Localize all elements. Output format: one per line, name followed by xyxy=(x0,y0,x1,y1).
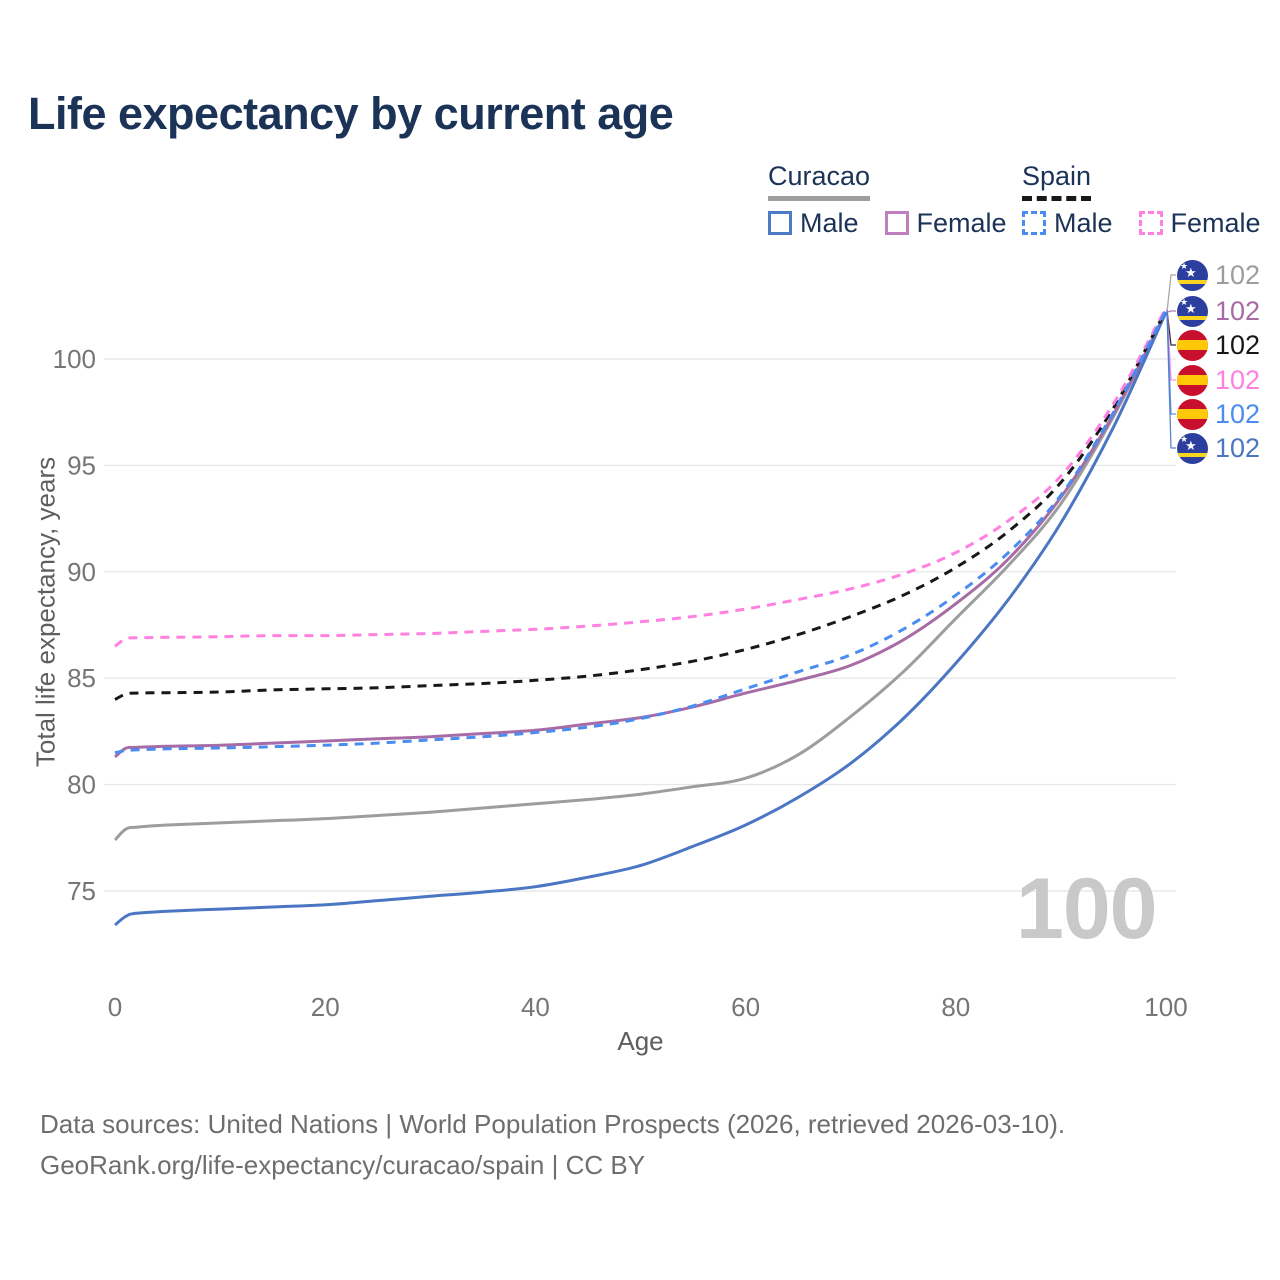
y-tick-label-75: 75 xyxy=(67,876,96,906)
legend-group-curacao: Curacao Male Female xyxy=(768,161,1007,239)
x-tick-label-100: 100 xyxy=(1144,992,1187,1022)
chart-title: Life expectancy by current age xyxy=(28,88,674,139)
spain-male-swatch-icon xyxy=(1022,211,1046,236)
chart-footer: Data sources: United Nations | World Pop… xyxy=(40,1104,1065,1186)
series-line-curacao-total xyxy=(113,311,1168,841)
endpoint-connector-curacao-female xyxy=(1166,310,1176,313)
legend-item-curacao-male: Male xyxy=(768,208,859,239)
x-tick-label-60: 60 xyxy=(731,992,760,1022)
legend-group-curacao-title: Curacao xyxy=(768,161,871,201)
legend-group-spain: Spain Male Female xyxy=(1022,161,1261,239)
legend-item-curacao-female: Female xyxy=(884,207,1007,239)
series-line-curacao-male xyxy=(114,311,1168,927)
endpoint-connector-curacao-total xyxy=(1166,274,1176,313)
series-line-curacao-female xyxy=(114,311,1168,759)
y-tick-label-90: 90 xyxy=(67,557,96,587)
curacao-female-swatch-icon xyxy=(884,211,909,236)
x-tick-label-0: 0 xyxy=(108,992,122,1022)
y-tick-label-80: 80 xyxy=(67,770,96,800)
endpoint-connector-curacao-male xyxy=(1166,312,1176,449)
legend-item-spain-female: Female xyxy=(1138,207,1261,239)
footer-sources: Data sources: United Nations | World Pop… xyxy=(40,1109,1066,1139)
series-line-spain-male xyxy=(114,309,1168,755)
legend-group-spain-title: Spain xyxy=(1022,161,1092,201)
current-age-indicator: 100 xyxy=(1016,861,1157,957)
curacao-male-swatch-icon xyxy=(768,211,792,236)
y-tick-label-95: 95 xyxy=(67,450,96,480)
spain-female-swatch-icon xyxy=(1138,211,1163,236)
y-tick-label-100: 100 xyxy=(53,344,96,374)
x-tick-label-40: 40 xyxy=(521,992,550,1022)
legend-item-label: Female xyxy=(1170,207,1261,238)
series-line-spain-female xyxy=(114,307,1168,648)
legend-item-label: Female xyxy=(916,207,1007,238)
legend-item-label: Male xyxy=(800,207,859,238)
y-axis-title: Total life expectancy, years xyxy=(30,456,61,768)
x-axis-title: Age xyxy=(617,1026,664,1056)
y-tick-label-85: 85 xyxy=(67,663,96,693)
x-tick-label-20: 20 xyxy=(311,992,340,1022)
series-line-spain-total xyxy=(114,309,1168,701)
x-tick-label-80: 80 xyxy=(941,992,970,1022)
legend-item-spain-male: Male xyxy=(1022,208,1113,239)
footer-attribution: GeoRank.org/life-expectancy/curacao/spai… xyxy=(40,1150,646,1180)
legend-item-label: Male xyxy=(1054,207,1113,238)
